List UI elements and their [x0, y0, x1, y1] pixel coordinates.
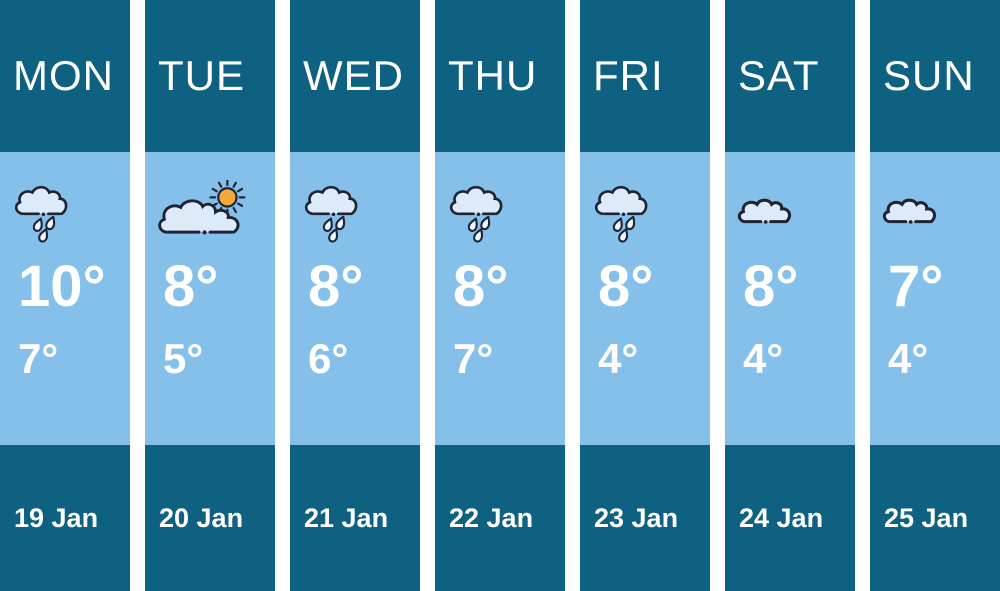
forecast-column-sat: SAT 8° 4° 24 Jan [725, 0, 855, 591]
day-date: 22 Jan [435, 445, 565, 591]
day-conditions: 8° 7° [435, 152, 565, 445]
day-conditions: 7° 4° [870, 152, 1000, 445]
high-temperature: 8° [743, 254, 799, 319]
day-conditions: 8° 4° [725, 152, 855, 445]
day-conditions: 8° 5° [145, 152, 275, 445]
high-temperature: 10° [18, 254, 106, 319]
day-conditions: 8° 4° [580, 152, 710, 445]
rain-cloud-icon [447, 180, 565, 244]
low-temperature: 6° [308, 335, 349, 382]
sun-behind-cloud-icon [157, 180, 275, 244]
day-date: 19 Jan [0, 445, 130, 591]
rain-cloud-icon [12, 180, 130, 244]
day-conditions: 8° 6° [290, 152, 420, 445]
forecast-column-wed: WED 8° 6° 21 Jan [290, 0, 420, 591]
day-name: THU [435, 0, 565, 152]
high-temperature: 7° [888, 254, 944, 319]
low-temperature: 7° [18, 335, 59, 382]
high-temperature: 8° [598, 254, 654, 319]
day-name: FRI [580, 0, 710, 152]
day-name: WED [290, 0, 420, 152]
forecast-column-sun: SUN 7° 4° 25 Jan [870, 0, 1000, 591]
day-conditions: 10° 7° [0, 152, 130, 445]
day-date: 24 Jan [725, 445, 855, 591]
day-name: SUN [870, 0, 1000, 152]
forecast-column-tue: TUE 8° 5° 20 Jan [145, 0, 275, 591]
forecast-column-mon: MON 10° 7° 19 Jan [0, 0, 130, 591]
low-temperature: 5° [163, 335, 204, 382]
low-temperature: 7° [453, 335, 494, 382]
cloud-icon [882, 180, 1000, 244]
day-name: MON [0, 0, 130, 152]
rain-cloud-icon [302, 180, 420, 244]
day-date: 23 Jan [580, 445, 710, 591]
day-name: TUE [145, 0, 275, 152]
cloud-icon [737, 180, 855, 244]
day-date: 20 Jan [145, 445, 275, 591]
day-name: SAT [725, 0, 855, 152]
high-temperature: 8° [308, 254, 364, 319]
rain-cloud-icon [592, 180, 710, 244]
low-temperature: 4° [743, 335, 784, 382]
low-temperature: 4° [888, 335, 929, 382]
low-temperature: 4° [598, 335, 639, 382]
day-date: 25 Jan [870, 445, 1000, 591]
forecast-column-fri: FRI 8° 4° 23 Jan [580, 0, 710, 591]
day-date: 21 Jan [290, 445, 420, 591]
forecast-column-thu: THU 8° 7° 22 Jan [435, 0, 565, 591]
high-temperature: 8° [163, 254, 219, 319]
high-temperature: 8° [453, 254, 509, 319]
